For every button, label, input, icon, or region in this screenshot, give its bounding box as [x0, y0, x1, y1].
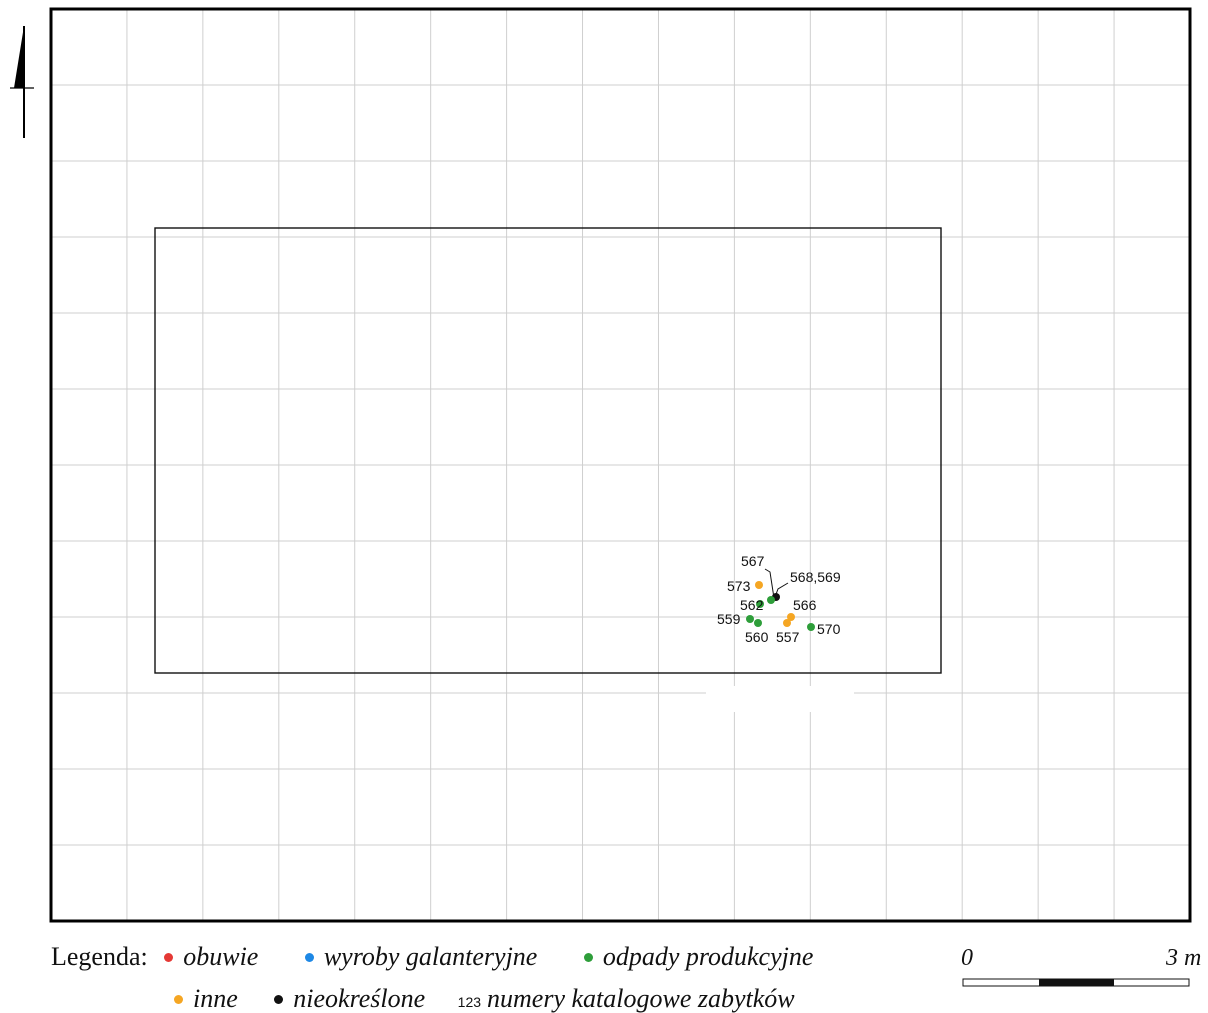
legend-dot-icon [174, 994, 183, 1004]
catalog-number-labels: 567 573 568,569 562 566 559 560 557 570 [717, 553, 841, 645]
map-point-label: 568,569 [790, 569, 841, 585]
legend-row-2: inne nieokreślone 123 numery katalogowe z… [164, 986, 795, 1012]
find-points [746, 581, 815, 631]
map-point-label: 559 [717, 611, 741, 627]
grid-lines [51, 9, 1190, 921]
find-point-560 [754, 619, 762, 627]
legend-item-catalog-numbers: numery katalogowe zabytków [487, 984, 795, 1013]
legend-item-obuwie: obuwie [183, 942, 259, 971]
legend-title: Legenda: [51, 942, 148, 971]
legend-dot-icon [164, 952, 174, 962]
legend-row-1: Legenda: obuwie wyroby galanteryjne odpa… [51, 944, 813, 970]
legend-number-sample: 123 [457, 994, 482, 1010]
legend-dot-icon [304, 952, 314, 962]
find-point-568-569 [767, 596, 775, 604]
north-arrow-icon [10, 26, 34, 138]
legend-item-wyroby-galanteryjne: wyroby galanteryjne [323, 942, 538, 971]
map-white-patch [706, 686, 854, 712]
scale-start-label: 0 [961, 945, 973, 971]
map-frame [49, 7, 1192, 923]
map-point-label: 573 [727, 578, 751, 594]
map-point-label: 570 [817, 621, 841, 637]
legend-dot-icon [583, 952, 593, 962]
find-point-557 [783, 619, 791, 627]
excavation-trench-outline [154, 227, 942, 674]
legend-dot-icon [274, 994, 284, 1004]
find-point-573 [755, 581, 763, 589]
map-point-label: 560 [745, 629, 769, 645]
map-point-label: 566 [793, 597, 817, 613]
find-point-566 [787, 613, 795, 621]
map-point-label: 567 [741, 553, 765, 569]
legend-item-odpady-produkcyjne: odpady produkcyjne [602, 942, 814, 971]
legend-item-inne: inne [193, 984, 238, 1013]
map-point-label: 557 [776, 629, 800, 645]
scale-end-label: 3 m [1166, 945, 1202, 971]
map-point-label: 562 [740, 597, 764, 613]
find-point-559 [746, 615, 754, 623]
find-point-562 [756, 600, 764, 608]
legend-item-nieokreslone: nieokreślone [293, 984, 426, 1013]
find-point-570 [807, 623, 815, 631]
